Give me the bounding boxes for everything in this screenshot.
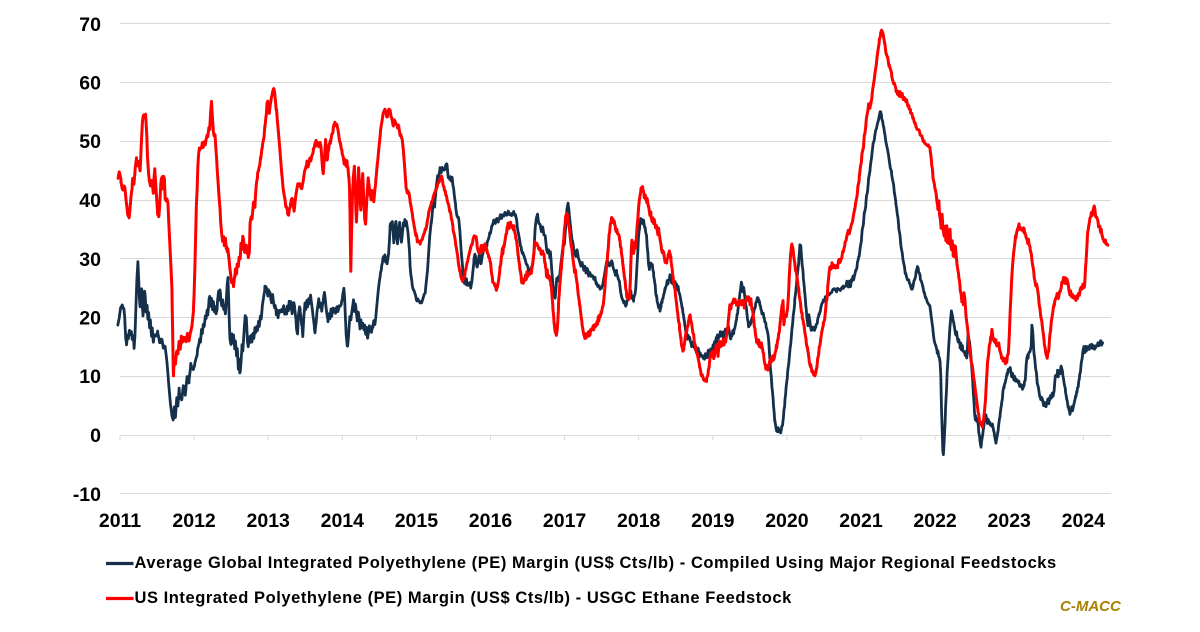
svg-text:2013: 2013: [247, 510, 291, 532]
svg-text:2021: 2021: [839, 510, 883, 532]
svg-text:2012: 2012: [172, 510, 216, 532]
svg-text:-10: -10: [73, 484, 101, 506]
svg-text:0: 0: [90, 425, 101, 447]
svg-text:C-MACC: C-MACC: [1060, 598, 1122, 615]
svg-text:US Integrated Polyethylene (PE: US Integrated Polyethylene (PE) Margin (…: [135, 589, 793, 607]
svg-text:2018: 2018: [617, 510, 661, 532]
svg-text:2014: 2014: [321, 510, 365, 532]
svg-text:2023: 2023: [988, 510, 1032, 532]
svg-text:2016: 2016: [469, 510, 513, 532]
svg-text:Average Global Integrated Poly: Average Global Integrated Polyethylene (…: [135, 554, 1057, 572]
svg-text:50: 50: [79, 131, 101, 153]
svg-text:70: 70: [79, 14, 101, 36]
svg-text:2024: 2024: [1062, 510, 1106, 532]
svg-text:20: 20: [79, 308, 101, 330]
svg-text:2015: 2015: [395, 510, 439, 532]
svg-text:60: 60: [79, 73, 101, 95]
svg-text:30: 30: [79, 249, 101, 271]
svg-text:2011: 2011: [99, 510, 141, 532]
svg-text:2022: 2022: [913, 510, 957, 532]
svg-text:40: 40: [79, 190, 101, 212]
svg-text:2017: 2017: [543, 510, 586, 532]
svg-text:10: 10: [79, 366, 101, 388]
svg-text:2019: 2019: [691, 510, 735, 532]
svg-text:2020: 2020: [765, 510, 809, 532]
